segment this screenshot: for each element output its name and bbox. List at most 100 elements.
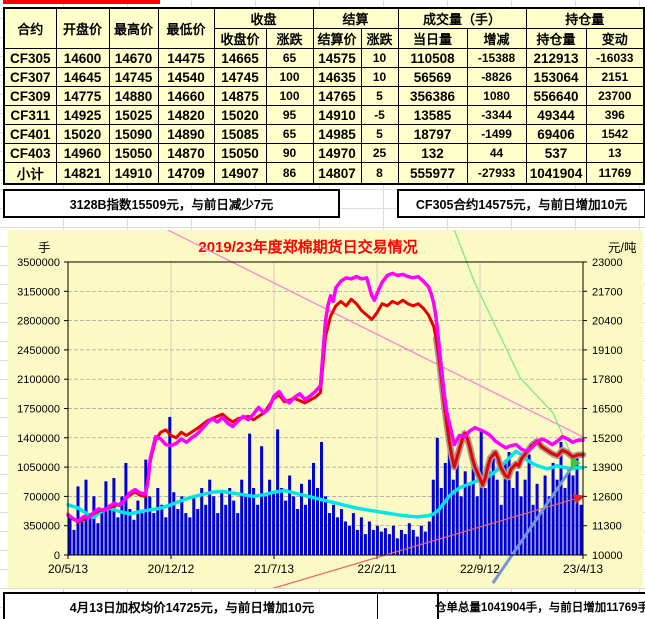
table-cell[interactable]: 18797 bbox=[397, 124, 468, 144]
table-cell[interactable]: 23700 bbox=[585, 86, 645, 106]
table-cell[interactable]: 14660 bbox=[157, 86, 215, 106]
table-cell[interactable]: 555977 bbox=[397, 162, 468, 185]
table-cell[interactable]: 14745 bbox=[213, 67, 267, 87]
table-cell[interactable]: CF307 bbox=[3, 67, 57, 87]
table-cell[interactable]: 1080 bbox=[466, 86, 527, 106]
table-cell[interactable]: 14775 bbox=[55, 86, 110, 106]
table-cell[interactable]: 15085 bbox=[213, 124, 267, 144]
table-cell[interactable]: CF311 bbox=[3, 105, 57, 125]
table-cell[interactable]: 14575 bbox=[312, 48, 362, 68]
sub-header-3-1[interactable]: 变动 bbox=[585, 28, 645, 49]
table-cell[interactable]: 15020 bbox=[213, 105, 267, 125]
table-cell[interactable]: 10 bbox=[360, 48, 399, 68]
table-cell[interactable]: 49344 bbox=[525, 105, 587, 125]
column-header-1[interactable]: 开盘价 bbox=[55, 7, 110, 49]
table-cell[interactable]: 14910 bbox=[312, 105, 362, 125]
table-cell[interactable]: 100 bbox=[265, 86, 314, 106]
table-cell[interactable]: 15020 bbox=[55, 124, 110, 144]
table-cell[interactable]: CF401 bbox=[3, 124, 57, 144]
table-cell[interactable]: 65 bbox=[265, 124, 314, 144]
table-cell[interactable]: 14600 bbox=[55, 48, 110, 68]
info-box-cf305[interactable]: CF305合约14575元，与前日增加10元 bbox=[397, 189, 645, 218]
table-cell[interactable]: 14890 bbox=[157, 124, 215, 144]
table-cell[interactable]: -15388 bbox=[466, 48, 527, 68]
table-cell[interactable]: 14645 bbox=[55, 67, 110, 87]
sub-header-3-0[interactable]: 持仓量 bbox=[525, 28, 587, 49]
table-cell[interactable]: 小计 bbox=[3, 162, 57, 185]
column-header-3[interactable]: 最低价 bbox=[157, 7, 215, 49]
column-header-0[interactable]: 合约 bbox=[3, 7, 57, 49]
table-cell[interactable]: 14820 bbox=[157, 105, 215, 125]
table-cell[interactable]: 14635 bbox=[312, 67, 362, 87]
table-cell[interactable]: 69406 bbox=[525, 124, 587, 144]
sub-header-2-1[interactable]: 增减 bbox=[466, 28, 527, 49]
table-cell[interactable]: 14925 bbox=[55, 105, 110, 125]
table-cell[interactable]: 14907 bbox=[213, 162, 267, 185]
group-header-3[interactable]: 持仓量 bbox=[525, 7, 645, 29]
table-cell[interactable]: 13585 bbox=[397, 105, 468, 125]
table-cell[interactable]: 10 bbox=[360, 67, 399, 87]
table-cell[interactable]: 15025 bbox=[108, 105, 159, 125]
group-header-1[interactable]: 结算 bbox=[312, 7, 399, 29]
table-cell[interactable]: 11769 bbox=[585, 162, 645, 185]
group-header-0[interactable]: 收盘 bbox=[213, 7, 314, 29]
cotton-futures-chart[interactable]: 2019/23年度郑棉期货日交易情况 手 元/吨 0 10000 350000 11300 7… bbox=[8, 229, 643, 599]
table-cell[interactable]: 14709 bbox=[157, 162, 215, 185]
group-header-2[interactable]: 成交量（手） bbox=[397, 7, 527, 29]
table-cell[interactable]: -16033 bbox=[585, 48, 645, 68]
table-cell[interactable]: 14875 bbox=[213, 86, 267, 106]
table-cell[interactable]: 14870 bbox=[157, 143, 215, 163]
table-cell[interactable]: 2151 bbox=[585, 67, 645, 87]
sub-header-1-0[interactable]: 结算价 bbox=[312, 28, 362, 49]
table-cell[interactable]: -5 bbox=[360, 105, 399, 125]
table-cell[interactable]: 153064 bbox=[525, 67, 587, 87]
table-cell[interactable]: 537 bbox=[525, 143, 587, 163]
table-cell[interactable]: 65 bbox=[265, 48, 314, 68]
table-cell[interactable]: 13 bbox=[585, 143, 645, 163]
table-cell[interactable]: 14880 bbox=[108, 86, 159, 106]
table-cell[interactable]: CF309 bbox=[3, 86, 57, 106]
table-cell[interactable]: 15090 bbox=[108, 124, 159, 144]
futures-table[interactable]: 合约 开盘价 最高价 最低价 收盘 结算 成交量（手） 持仓量 收盘价 涨跌 结算价 涨跌 当日量 增减持… bbox=[3, 7, 645, 185]
table-cell[interactable]: 14821 bbox=[55, 162, 110, 185]
table-cell[interactable]: 14970 bbox=[312, 143, 362, 163]
table-cell[interactable]: 14807 bbox=[312, 162, 362, 185]
table-cell[interactable]: 5 bbox=[360, 124, 399, 144]
table-cell[interactable]: 132 bbox=[397, 143, 468, 163]
sub-header-2-0[interactable]: 当日量 bbox=[397, 28, 468, 49]
info-box-warehouse[interactable]: 仓单总量1041904手，与前日增加11769手 bbox=[435, 592, 645, 619]
table-cell[interactable]: 1542 bbox=[585, 124, 645, 144]
table-cell[interactable]: 90 bbox=[265, 143, 314, 163]
table-cell[interactable]: 14540 bbox=[157, 67, 215, 87]
table-cell[interactable]: 14765 bbox=[312, 86, 362, 106]
table-cell[interactable]: CF305 bbox=[3, 48, 57, 68]
table-cell[interactable]: 8 bbox=[360, 162, 399, 185]
info-box-index[interactable]: 3128B指数15509元，与前日减少7元 bbox=[3, 189, 340, 218]
table-cell[interactable]: 396 bbox=[585, 105, 645, 125]
table-cell[interactable]: 44 bbox=[466, 143, 527, 163]
table-cell[interactable]: 212913 bbox=[525, 48, 587, 68]
table-cell[interactable]: 14745 bbox=[108, 67, 159, 87]
table-cell[interactable]: 556640 bbox=[525, 86, 587, 106]
sub-header-0-0[interactable]: 收盘价 bbox=[213, 28, 267, 49]
table-cell[interactable]: 100 bbox=[265, 67, 314, 87]
table-cell[interactable]: 56569 bbox=[397, 67, 468, 87]
table-cell[interactable]: 14985 bbox=[312, 124, 362, 144]
table-cell[interactable]: 14665 bbox=[213, 48, 267, 68]
info-box-weighted-avg[interactable]: 4月13日加权均价14725元，与前日增加10元 bbox=[3, 592, 381, 619]
table-cell[interactable]: 5 bbox=[360, 86, 399, 106]
table-cell[interactable]: 356386 bbox=[397, 86, 468, 106]
table-cell[interactable]: 14910 bbox=[108, 162, 159, 185]
sub-header-0-1[interactable]: 涨跌 bbox=[265, 28, 314, 49]
table-cell[interactable]: 25 bbox=[360, 143, 399, 163]
table-cell[interactable]: 14960 bbox=[55, 143, 110, 163]
table-cell[interactable]: -3344 bbox=[466, 105, 527, 125]
table-cell[interactable]: 86 bbox=[265, 162, 314, 185]
table-cell[interactable]: 1041904 bbox=[525, 162, 587, 185]
table-cell[interactable]: -1499 bbox=[466, 124, 527, 144]
table-cell[interactable]: 14670 bbox=[108, 48, 159, 68]
table-cell[interactable]: 95 bbox=[265, 105, 314, 125]
sub-header-1-1[interactable]: 涨跌 bbox=[360, 28, 399, 49]
column-header-2[interactable]: 最高价 bbox=[108, 7, 159, 49]
table-cell[interactable]: 14475 bbox=[157, 48, 215, 68]
